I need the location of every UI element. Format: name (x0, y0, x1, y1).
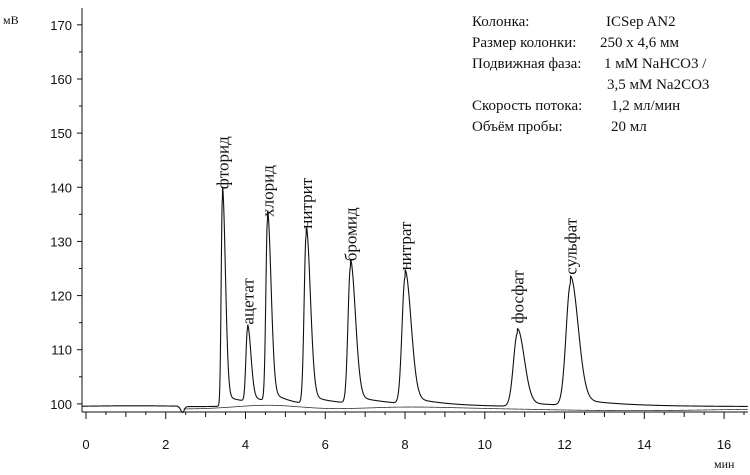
chromatogram-trace (82, 186, 748, 414)
x-tick-label: 0 (82, 437, 89, 452)
info-value-6: 20 мл (611, 119, 647, 135)
y-tick-label: 160 (50, 72, 72, 87)
peak-label-5: бромид (341, 207, 360, 261)
x-tick-label: 2 (162, 437, 169, 452)
x-tick-label: 8 (401, 437, 408, 452)
y-tick-label: 170 (50, 18, 72, 33)
y-tick-label: 100 (50, 397, 72, 412)
info-value-4: 3,5 мМ Na2CO3 (607, 77, 709, 93)
x-axis-unit-label: мин (714, 457, 735, 471)
y-tick-label: 150 (50, 126, 72, 141)
peak-label-4: нитрит (297, 177, 316, 228)
info-value-2: 250 x 4,6 мм (600, 35, 679, 51)
column-info-box: Колонка: ICSep AN2 Размер колонки: 250 x 4,… (472, 14, 709, 135)
x-tick-label: 14 (637, 437, 651, 452)
peak-label-8: сульфат (562, 217, 581, 274)
info-label-6: Объём пробы: (472, 119, 563, 135)
x-tick-label: 16 (717, 437, 731, 452)
x-tick-label: 12 (557, 437, 571, 452)
y-axis-unit-label: мВ (3, 13, 19, 27)
y-tick-label: 130 (50, 234, 72, 249)
peak-label-3: хлорид (258, 165, 277, 217)
blank-baseline-trace (183, 404, 748, 412)
info-value-5: 1,2 мл/мин (611, 98, 680, 114)
info-value-1: ICSep AN2 (606, 14, 676, 30)
y-tick-label: 140 (50, 180, 72, 195)
peak-label-7: фосфат (508, 270, 527, 324)
axis-ticks: 100 110 120 130 140 150 160 170 0 2 4 6 8 10 12 14 16 (50, 18, 745, 452)
info-label-3: Подвижная фаза: (472, 56, 581, 72)
traces (82, 186, 748, 414)
peak-labels: фторид ацетат хлорид нитрит бромид нитрат фосф… (213, 136, 580, 325)
info-label-1: Колонка: (472, 14, 529, 30)
axes (81, 8, 748, 413)
peak-label-6: нитрат (396, 221, 415, 270)
peak-label-1: фторид (213, 136, 232, 189)
y-tick-label: 120 (50, 289, 72, 304)
x-tick-label: 10 (478, 437, 492, 452)
x-tick-label: 6 (322, 437, 329, 452)
info-label-2: Размер колонки: (472, 35, 576, 51)
peak-label-2: ацетат (239, 278, 258, 325)
info-label-5: Скорость потока: (472, 98, 582, 114)
x-tick-label: 4 (242, 437, 249, 452)
y-tick-label: 110 (51, 343, 72, 358)
info-value-3: 1 мМ NaHCO3 / (604, 56, 707, 72)
